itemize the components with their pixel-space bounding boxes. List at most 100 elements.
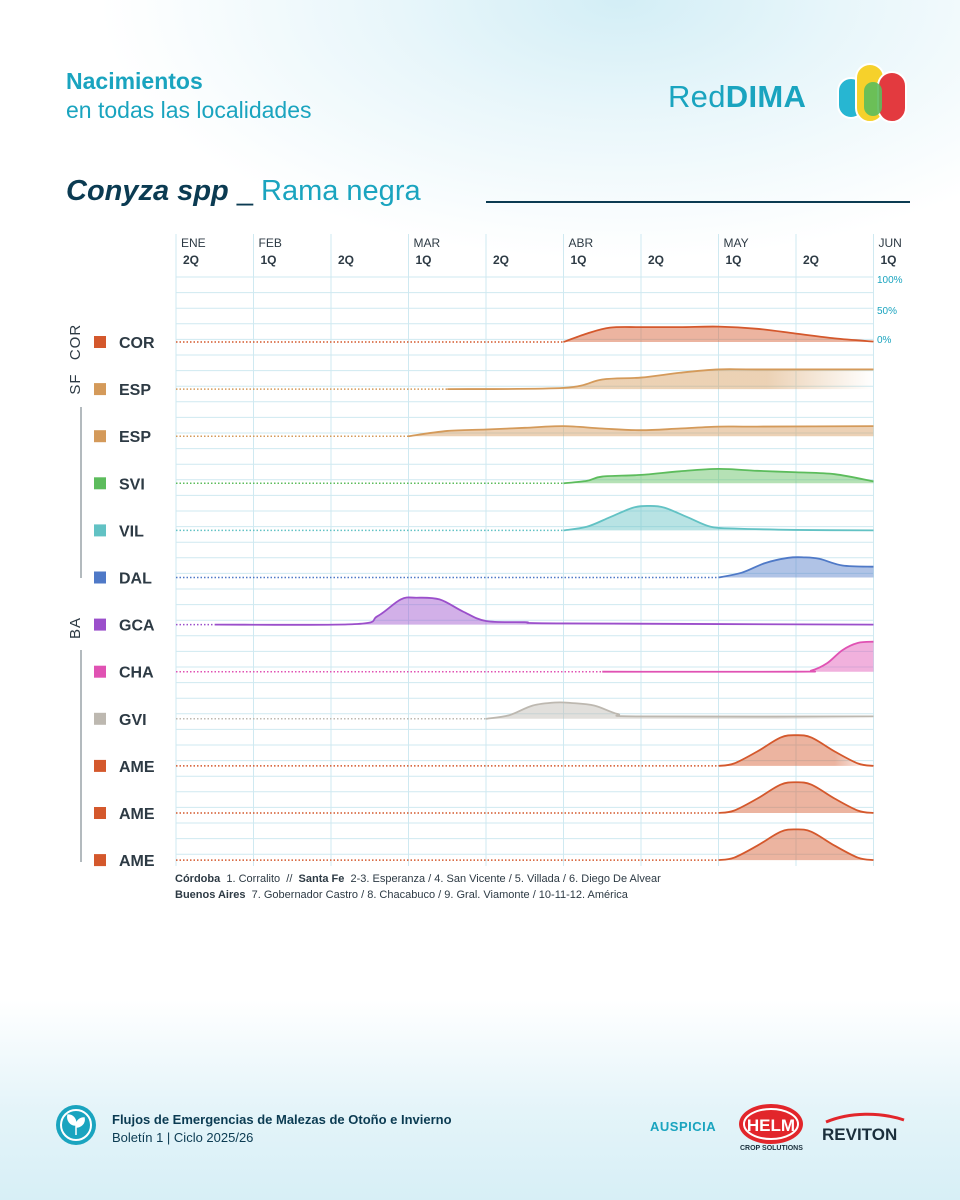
period-label: 1Q	[881, 253, 897, 267]
group-label-sf: SF	[67, 373, 84, 394]
legend-line-2: Buenos Aires 7. Gobernador Castro / 8. C…	[175, 889, 628, 901]
series-label-dal: DAL	[119, 571, 152, 588]
series-line-ame	[718, 828, 874, 861]
brand-wordmark-light: Red	[668, 79, 726, 114]
series-label-ame: AME	[119, 806, 155, 823]
series-area-ame	[718, 829, 874, 861]
month-label: JUN	[879, 236, 902, 250]
brand-wordmark: RedDIMA	[668, 79, 806, 115]
series-marker-cor	[94, 336, 106, 348]
reviton-logo-text: REVITON	[822, 1125, 897, 1144]
footer-subtitle: Boletín 1 | Ciclo 2025/26	[112, 1130, 254, 1145]
species-common-name: Rama negra	[261, 175, 421, 207]
series-marker-ame	[94, 807, 106, 819]
series-label-cor: COR	[119, 335, 155, 352]
series-line-ame	[718, 734, 874, 767]
header-background	[0, 0, 960, 260]
legend-group-buenos-aires: Buenos Aires	[175, 889, 246, 901]
month-label: ENE	[181, 236, 206, 250]
series-marker-gca	[94, 618, 106, 631]
series-label-ame: AME	[119, 759, 155, 776]
series-area-gca	[214, 597, 874, 625]
series-line-svi	[563, 467, 874, 485]
group-label-ba: BA	[67, 617, 84, 639]
series-area-cha	[602, 641, 874, 672]
period-label: 1Q	[571, 253, 587, 267]
series-area-ame	[718, 735, 874, 766]
helm-logo: HELM	[739, 1104, 803, 1144]
period-label: 2Q	[183, 253, 199, 267]
month-label: ABR	[569, 236, 594, 250]
legend-text-cordoba: 1. Corralito	[226, 873, 281, 885]
series-label-cha: CHA	[119, 665, 154, 682]
reddima-logo-icon	[837, 63, 907, 123]
period-label: 2Q	[648, 253, 664, 267]
period-label: 1Q	[416, 253, 432, 267]
month-label: MAR	[414, 236, 441, 250]
series-marker-cha	[94, 665, 106, 678]
series-area-ame	[718, 782, 874, 813]
scale-label: 50%	[877, 306, 897, 317]
series-label-svi: SVI	[119, 476, 145, 493]
scale-label: 0%	[877, 335, 892, 346]
series-marker-ame	[94, 759, 106, 772]
series-marker-esp	[94, 430, 106, 443]
series-label-ame: AME	[119, 853, 155, 870]
series-line-gca	[214, 596, 874, 626]
series-marker-gvi	[94, 712, 106, 725]
month-label: FEB	[259, 236, 282, 250]
series-label-vil: VIL	[119, 523, 144, 540]
sprout-logo-icon	[56, 1105, 96, 1145]
legend-group-cordoba: Córdoba	[175, 873, 221, 885]
helm-tagline: CROP SOLUTIONS	[740, 1145, 803, 1152]
sponsor-label: AUSPICIA	[650, 1119, 717, 1134]
period-label: 2Q	[338, 253, 354, 267]
helm-logo-text: HELM	[747, 1116, 795, 1135]
series-area-cor	[563, 326, 874, 342]
series-line-cha	[602, 640, 874, 673]
series-line-vil	[563, 505, 874, 532]
page-title: Nacimientos	[66, 68, 203, 94]
period-label: 2Q	[803, 253, 819, 267]
brand-wordmark-bold: DIMA	[725, 79, 807, 114]
legend-divider: //	[286, 873, 293, 885]
species-heading: Conyza spp _ Rama negra	[66, 175, 421, 208]
emergence-chart: ENE FEB MAR ABR MAY JUN 2Q 1Q 2Q 1Q 2Q 1Q 2Q 1Q 2Q 1Q 10…	[67, 234, 903, 870]
series-marker-svi	[94, 477, 106, 490]
series-label-esp: ESP	[119, 382, 151, 399]
page-subtitle: en todas las localidades	[66, 97, 312, 123]
period-label: 1Q	[726, 253, 742, 267]
group-label-cor: COR	[67, 324, 84, 360]
series-area-dal	[718, 557, 874, 578]
series-line-esp	[408, 425, 874, 438]
series-area-gvi	[486, 702, 874, 719]
series-marker-vil	[94, 524, 106, 537]
species-scientific-name: Conyza spp	[66, 175, 229, 207]
series-label-esp: ESP	[119, 429, 151, 446]
series-line-cor	[563, 325, 874, 343]
series-area-vil	[563, 505, 874, 531]
period-label: 2Q	[493, 253, 509, 267]
legend-group-santa-fe: Santa Fe	[298, 873, 345, 885]
series-line-dal	[718, 556, 874, 579]
series-marker-dal	[94, 571, 106, 584]
legend-line-1: Córdoba 1. Corralito // Santa Fe 2-3. Es…	[175, 873, 661, 885]
footer-background	[0, 1000, 960, 1200]
reviton-logo: REVITON	[822, 1112, 905, 1144]
series-area-esp	[447, 369, 874, 390]
footer-title: Flujos de Emergencias de Malezas de Otoñ…	[112, 1112, 452, 1127]
series-line-esp	[447, 368, 874, 390]
series-line-gvi	[485, 701, 874, 720]
species-separator: _	[236, 175, 253, 207]
series-marker-esp	[94, 383, 106, 396]
series-marker-ame	[94, 854, 106, 867]
series-label-gca: GCA	[119, 618, 155, 635]
series-label-gvi: GVI	[119, 712, 147, 729]
period-label: 1Q	[261, 253, 277, 267]
series-line-ame	[718, 781, 874, 814]
legend-text-buenos-aires: 7. Gobernador Castro / 8. Chacabuco / 9.…	[251, 889, 628, 901]
month-label: MAY	[724, 236, 749, 250]
legend-text-santa-fe: 2-3. Esperanza / 4. San Vicente / 5. Vil…	[350, 873, 661, 885]
heading-rule	[486, 201, 910, 203]
scale-label: 100%	[877, 275, 903, 286]
